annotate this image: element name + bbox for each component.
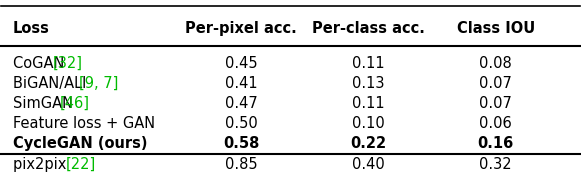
Text: 0.13: 0.13 <box>352 76 385 91</box>
Text: 0.11: 0.11 <box>352 56 385 71</box>
Text: BiGAN/ALI: BiGAN/ALI <box>13 76 91 91</box>
Text: 0.47: 0.47 <box>225 96 258 111</box>
Text: pix2pix: pix2pix <box>13 157 71 172</box>
Text: Per-pixel acc.: Per-pixel acc. <box>185 21 297 36</box>
Text: 0.32: 0.32 <box>479 157 512 172</box>
Text: CoGAN: CoGAN <box>13 56 69 71</box>
Text: 0.07: 0.07 <box>479 96 512 111</box>
Text: SimGAN: SimGAN <box>13 96 78 111</box>
Text: [9, 7]: [9, 7] <box>80 76 119 91</box>
Text: 0.06: 0.06 <box>479 116 512 131</box>
Text: 0.41: 0.41 <box>225 76 257 91</box>
Text: Loss: Loss <box>13 21 50 36</box>
Text: [22]: [22] <box>66 157 96 172</box>
Text: 0.08: 0.08 <box>479 56 512 71</box>
Text: 0.11: 0.11 <box>352 96 385 111</box>
Text: 0.45: 0.45 <box>225 56 257 71</box>
Text: 0.10: 0.10 <box>352 116 385 131</box>
Text: 0.58: 0.58 <box>223 136 260 151</box>
Text: [46]: [46] <box>59 96 89 111</box>
Text: 0.22: 0.22 <box>350 136 386 151</box>
Text: CycleGAN (ours): CycleGAN (ours) <box>13 136 148 151</box>
Text: 0.16: 0.16 <box>478 136 514 151</box>
Text: Class IOU: Class IOU <box>457 21 535 36</box>
Text: Feature loss + GAN: Feature loss + GAN <box>13 116 155 131</box>
Text: 0.85: 0.85 <box>225 157 257 172</box>
Text: 0.07: 0.07 <box>479 76 512 91</box>
Text: 0.40: 0.40 <box>352 157 385 172</box>
Text: [32]: [32] <box>53 56 83 71</box>
Text: 0.50: 0.50 <box>225 116 258 131</box>
Text: Per-class acc.: Per-class acc. <box>312 21 425 36</box>
